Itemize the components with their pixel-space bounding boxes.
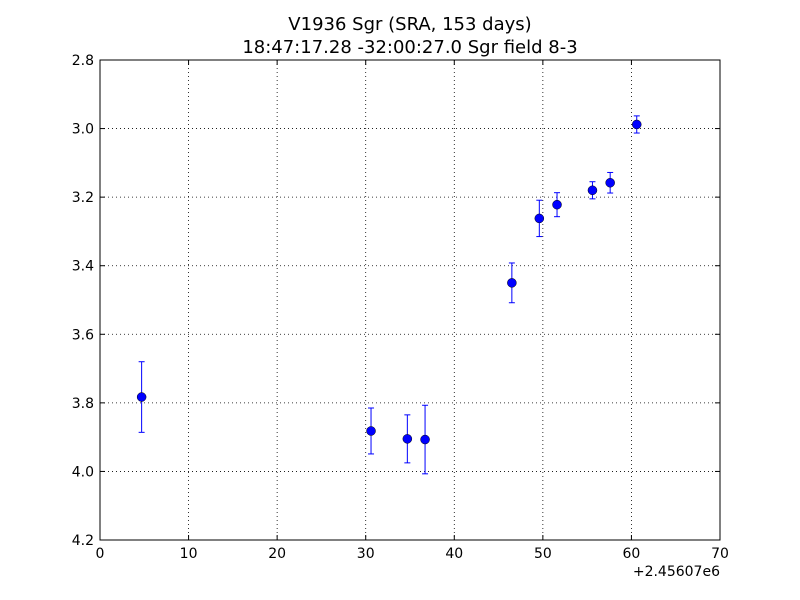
x-tick-label: 0	[96, 546, 105, 562]
x-tick-label: 10	[180, 546, 198, 562]
data-point	[507, 278, 517, 288]
y-tick-label: 3.0	[72, 122, 94, 138]
data-point	[587, 185, 598, 196]
data-layer	[136, 115, 642, 475]
data-point	[631, 119, 642, 130]
x-tick-label: 40	[445, 546, 463, 562]
data-point	[136, 392, 147, 402]
data-point	[402, 434, 413, 444]
chart-subtitle: 18:47:17.28 -32:00:27.0 Sgr field 8-3	[242, 37, 577, 58]
y-tick-label: 3.6	[72, 327, 94, 343]
y-tick-label: 3.2	[72, 190, 94, 206]
tick-layer: 0 10 20 30 40 50 60 70 2.8 3.0 3.2 3.4 3.6 3.8 4.0 4.2	[72, 53, 729, 562]
plot-area-frame	[99, 59, 721, 541]
y-tick-label: 4.0	[72, 464, 94, 480]
x-offset-label: +2.45607e6	[633, 564, 720, 580]
y-tick-label: 3.8	[72, 396, 94, 412]
grid-layer	[100, 60, 720, 540]
x-tick-label: 60	[623, 546, 641, 562]
chart-title: V1936 Sgr (SRA, 153 days)	[288, 14, 531, 35]
x-tick-label: 30	[357, 546, 375, 562]
data-point	[534, 213, 545, 224]
x-tick-label: 70	[711, 546, 729, 562]
data-point	[420, 434, 430, 445]
y-tick-label: 3.4	[72, 259, 94, 275]
y-tick-label: 2.8	[72, 53, 94, 69]
x-tick-label: 20	[268, 546, 286, 562]
x-tick-label: 50	[534, 546, 552, 562]
data-point	[605, 177, 615, 188]
data-point	[366, 426, 376, 436]
y-tick-label: 4.2	[72, 533, 94, 549]
data-point	[552, 199, 562, 210]
